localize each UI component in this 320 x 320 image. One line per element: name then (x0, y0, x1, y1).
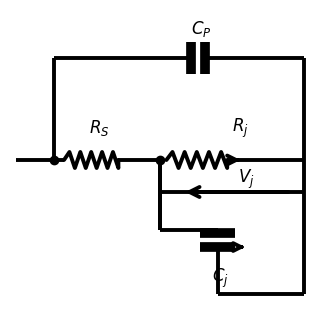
Text: $R_S$: $R_S$ (89, 118, 109, 138)
Text: $R_j$: $R_j$ (232, 116, 248, 140)
Text: $C_P$: $C_P$ (191, 19, 212, 39)
Text: $C_j$: $C_j$ (212, 267, 229, 290)
Text: $V_j$: $V_j$ (238, 168, 255, 191)
